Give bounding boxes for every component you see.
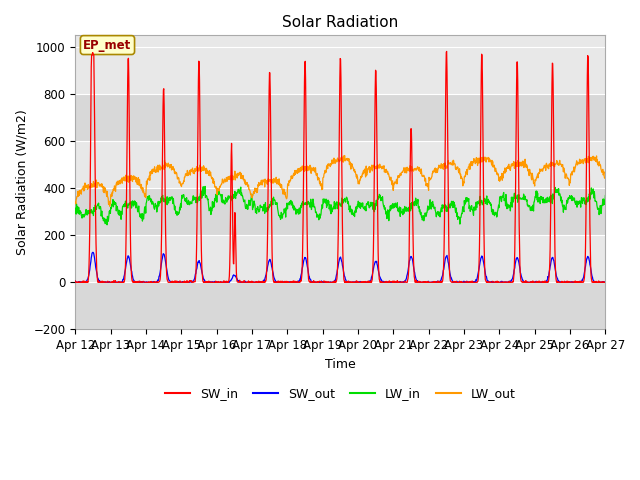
SW_out [72, 278, 79, 284]
LW_in [493, 210, 500, 216]
SW_in [190, 279, 198, 285]
Bar [76, 47, 605, 94]
LW_out [106, 204, 113, 209]
Bar [76, 235, 605, 282]
SW_out [493, 279, 500, 285]
SW_in [602, 279, 609, 285]
SW_out [89, 250, 97, 255]
SW_out [177, 279, 185, 285]
Line: SW_in: SW_in [76, 51, 605, 282]
SW_out [423, 279, 431, 285]
LW_in [540, 194, 547, 200]
SW_out [72, 279, 80, 285]
LW_out [493, 168, 500, 174]
LW_out [423, 183, 431, 189]
LW_out [72, 199, 79, 204]
Bar [76, 94, 605, 141]
SW_in [493, 279, 500, 285]
SW_in [72, 279, 79, 285]
Y-axis label: Solar Radiation (W/m2): Solar Radiation (W/m2) [15, 109, 28, 255]
LW_in [423, 209, 431, 215]
Line: LW_out: LW_out [76, 156, 605, 206]
LW_out [190, 168, 198, 174]
LW_in [190, 197, 198, 203]
SW_out [190, 277, 198, 283]
Text: EP_met: EP_met [83, 38, 132, 51]
LW_in [602, 192, 609, 198]
LW_out [177, 182, 184, 188]
LW_out [340, 153, 348, 158]
LW_in [250, 204, 257, 210]
Title: Solar Radiation: Solar Radiation [282, 15, 399, 30]
Line: LW_in: LW_in [76, 186, 605, 225]
SW_out [540, 279, 547, 285]
LW_out [602, 175, 609, 180]
Bar [76, 141, 605, 188]
SW_in [443, 48, 451, 54]
LW_out [249, 192, 257, 198]
LW_out [540, 166, 547, 172]
Line: SW_out: SW_out [76, 252, 605, 282]
LW_in [201, 183, 209, 189]
SW_in [540, 279, 547, 285]
Bar [76, 282, 605, 329]
SW_in [249, 279, 257, 285]
Bar [76, 188, 605, 235]
Legend: SW_in, SW_out, LW_in, LW_out: SW_in, SW_out, LW_in, LW_out [160, 383, 521, 406]
SW_in [423, 279, 431, 285]
SW_in [72, 278, 79, 284]
LW_in [177, 201, 184, 206]
X-axis label: Time: Time [325, 358, 356, 371]
SW_out [602, 279, 609, 285]
LW_in [72, 205, 79, 211]
SW_out [250, 279, 257, 285]
SW_in [177, 279, 184, 285]
LW_in [103, 222, 111, 228]
